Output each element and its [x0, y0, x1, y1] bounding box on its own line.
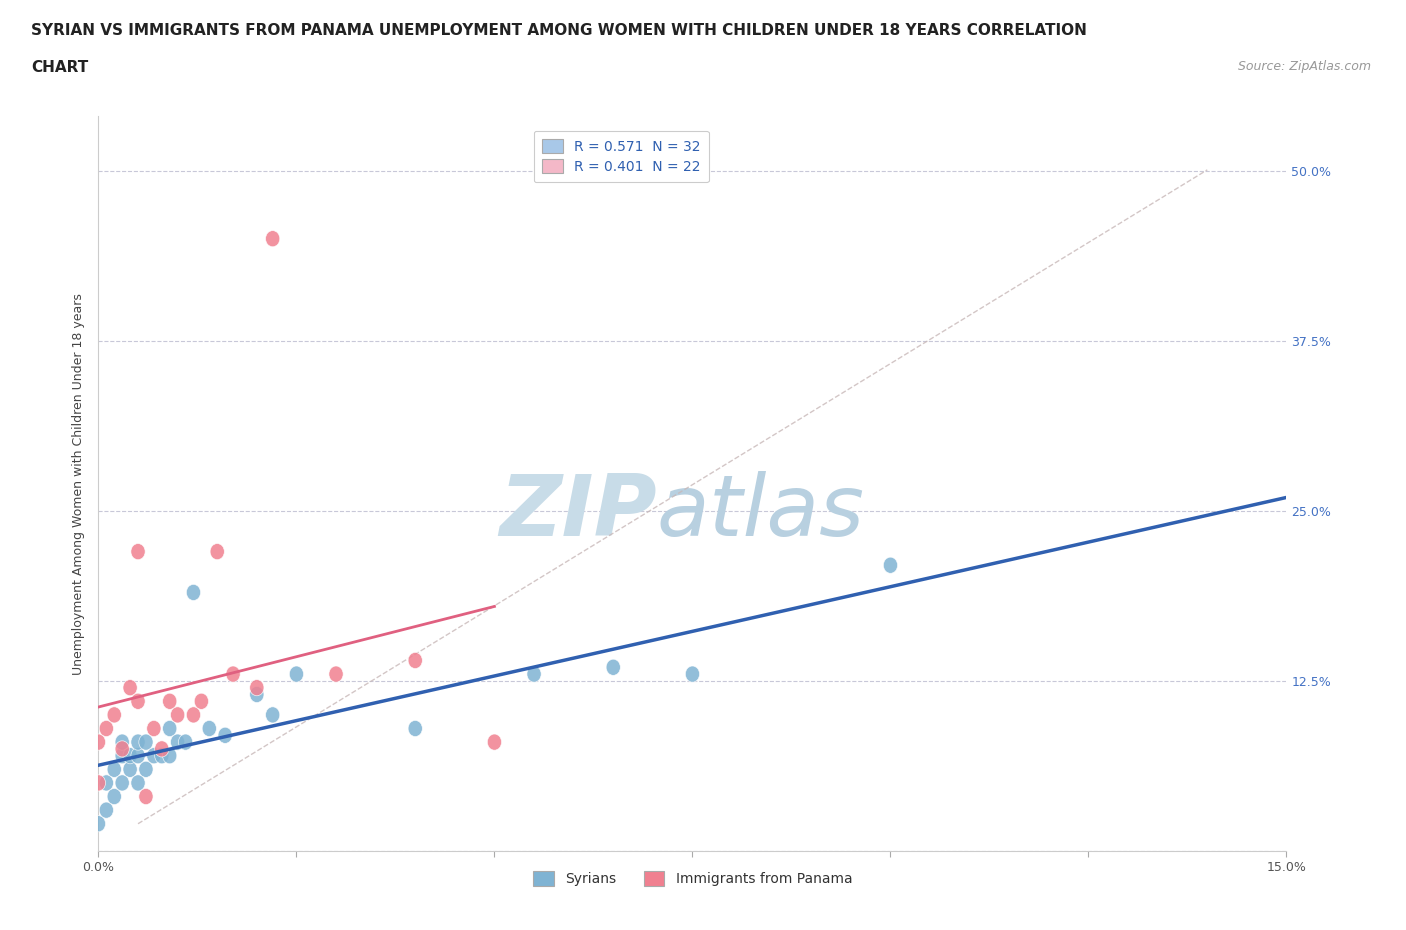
Ellipse shape: [122, 762, 138, 777]
Ellipse shape: [155, 748, 169, 764]
Ellipse shape: [139, 789, 153, 804]
Ellipse shape: [100, 775, 114, 791]
Ellipse shape: [115, 748, 129, 764]
Ellipse shape: [146, 748, 162, 764]
Ellipse shape: [266, 231, 280, 246]
Ellipse shape: [100, 721, 114, 737]
Ellipse shape: [91, 775, 105, 791]
Ellipse shape: [329, 666, 343, 683]
Ellipse shape: [122, 748, 138, 764]
Legend: Syrians, Immigrants from Panama: Syrians, Immigrants from Panama: [527, 866, 858, 892]
Ellipse shape: [163, 693, 177, 710]
Ellipse shape: [408, 721, 422, 737]
Ellipse shape: [187, 584, 201, 601]
Ellipse shape: [187, 707, 201, 723]
Y-axis label: Unemployment Among Women with Children Under 18 years: Unemployment Among Women with Children U…: [72, 293, 86, 674]
Ellipse shape: [115, 734, 129, 751]
Ellipse shape: [91, 816, 105, 831]
Ellipse shape: [115, 741, 129, 757]
Ellipse shape: [163, 721, 177, 737]
Ellipse shape: [131, 543, 145, 560]
Ellipse shape: [266, 707, 280, 723]
Ellipse shape: [155, 741, 169, 757]
Ellipse shape: [408, 652, 422, 669]
Ellipse shape: [290, 666, 304, 683]
Ellipse shape: [488, 734, 502, 751]
Ellipse shape: [131, 734, 145, 751]
Ellipse shape: [202, 721, 217, 737]
Ellipse shape: [606, 659, 620, 675]
Ellipse shape: [146, 721, 162, 737]
Ellipse shape: [107, 707, 121, 723]
Ellipse shape: [91, 734, 105, 751]
Ellipse shape: [250, 686, 264, 702]
Ellipse shape: [131, 748, 145, 764]
Text: SYRIAN VS IMMIGRANTS FROM PANAMA UNEMPLOYMENT AMONG WOMEN WITH CHILDREN UNDER 18: SYRIAN VS IMMIGRANTS FROM PANAMA UNEMPLO…: [31, 23, 1087, 38]
Ellipse shape: [115, 775, 129, 791]
Ellipse shape: [883, 557, 897, 573]
Ellipse shape: [139, 762, 153, 777]
Ellipse shape: [131, 775, 145, 791]
Ellipse shape: [163, 748, 177, 764]
Ellipse shape: [139, 734, 153, 751]
Ellipse shape: [122, 680, 138, 696]
Ellipse shape: [100, 802, 114, 818]
Ellipse shape: [209, 543, 225, 560]
Text: atlas: atlas: [657, 472, 865, 554]
Ellipse shape: [107, 789, 121, 804]
Ellipse shape: [226, 666, 240, 683]
Ellipse shape: [250, 680, 264, 696]
Text: Source: ZipAtlas.com: Source: ZipAtlas.com: [1237, 60, 1371, 73]
Ellipse shape: [527, 666, 541, 683]
Ellipse shape: [131, 693, 145, 710]
Text: ZIP: ZIP: [499, 472, 657, 554]
Ellipse shape: [685, 666, 700, 683]
Ellipse shape: [107, 762, 121, 777]
Text: CHART: CHART: [31, 60, 89, 75]
Ellipse shape: [194, 693, 208, 710]
Ellipse shape: [218, 727, 232, 743]
Ellipse shape: [170, 734, 184, 751]
Ellipse shape: [179, 734, 193, 751]
Ellipse shape: [170, 707, 184, 723]
